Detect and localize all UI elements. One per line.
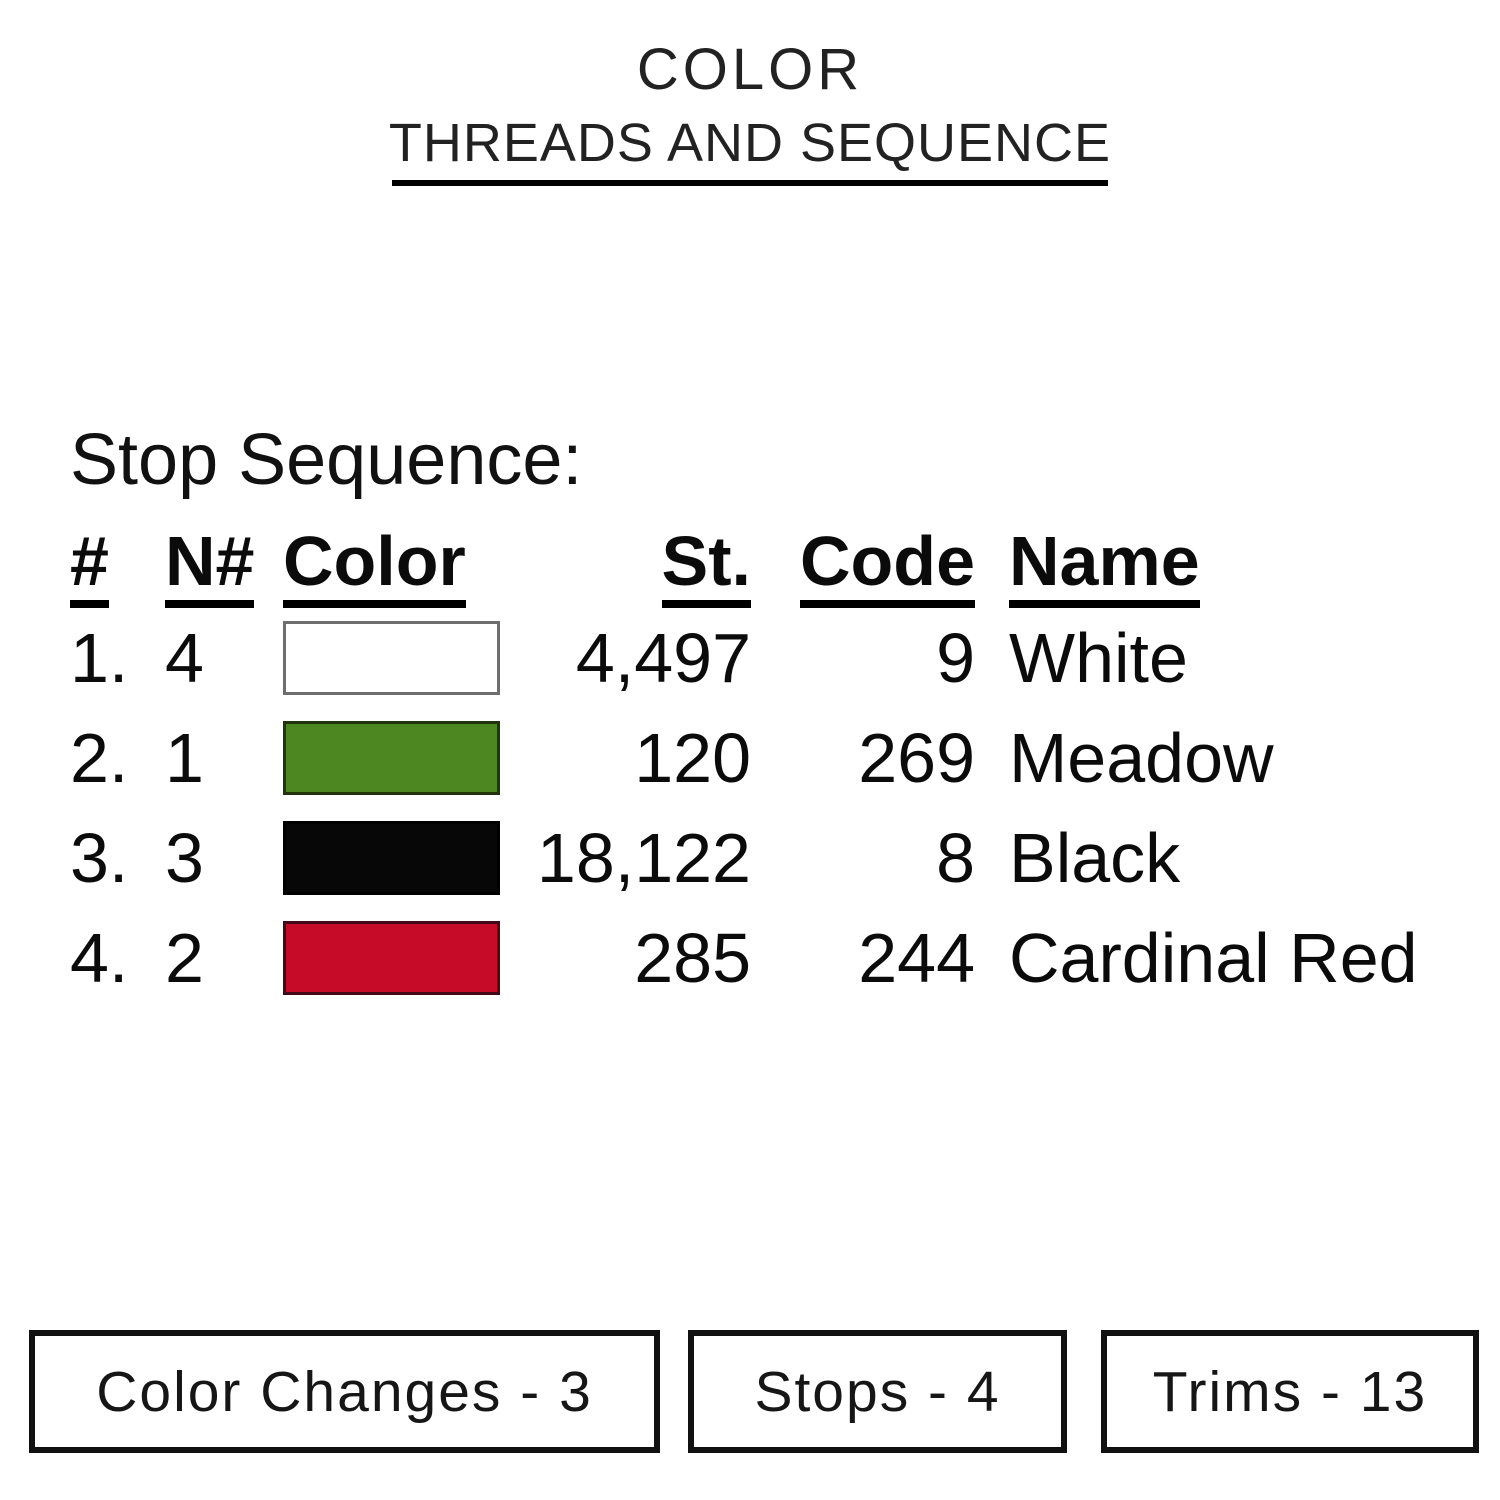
stitch-count: 120 [634,719,751,797]
row-index: 4. [70,919,129,997]
color-changes-box: Color Changes - 3 [29,1330,660,1453]
table-row: 3. 3 18,122 8 Black [70,808,1470,908]
needle-number: 4 [165,619,204,697]
page-subtitle: THREADS AND SEQUENCE [388,112,1112,173]
row-index: 1. [70,619,129,697]
stitch-count: 4,497 [575,619,751,697]
table-body: 1. 4 4,497 9 White 2. 1 120 269 Meadow [70,608,1470,1008]
thread-sequence-table: # N# Color St. Code Name 1. 4 4,497 9 Wh… [70,526,1470,1008]
needle-number: 1 [165,719,204,797]
col-header-code: Code [751,526,975,608]
stops-label: Stops - 4 [754,1359,1001,1424]
row-index: 2. [70,719,129,797]
swatch-cell [283,721,502,795]
thread-name: Black [1009,819,1181,897]
trims-label: Trims - 13 [1152,1359,1428,1424]
thread-code: 8 [936,819,975,897]
col-header-stitches: St. [502,526,751,608]
thread-code: 244 [858,919,975,997]
col-header-needle: N# [165,526,283,608]
white-color-swatch [283,621,500,695]
stop-sequence-heading: Stop Sequence: [70,420,583,500]
cardinal-red-color-swatch [283,921,500,995]
swatch-cell [283,821,502,895]
needle-number: 3 [165,819,204,897]
thread-code: 9 [936,619,975,697]
sheet-header: COLOR THREADS AND SEQUENCE [0,37,1500,186]
thread-code: 269 [858,719,975,797]
row-index: 3. [70,819,129,897]
table-row: 2. 1 120 269 Meadow [70,708,1470,808]
thread-name: White [1009,619,1188,697]
thread-name: Meadow [1009,719,1274,797]
table-header-row: # N# Color St. Code Name [70,526,1470,608]
col-header-color: Color [283,526,502,608]
trims-box: Trims - 13 [1101,1330,1479,1453]
title-underline-rule [392,179,1108,186]
stitch-count: 285 [634,919,751,997]
table-row: 4. 2 285 244 Cardinal Red [70,908,1470,1008]
swatch-cell [283,921,502,995]
table-row: 1. 4 4,497 9 White [70,608,1470,708]
needle-number: 2 [165,919,204,997]
col-header-name: Name [975,526,1470,608]
col-header-number: # [70,526,165,608]
page-title: COLOR [636,37,864,102]
color-changes-label: Color Changes - 3 [96,1359,593,1424]
meadow-color-swatch [283,721,500,795]
black-color-swatch [283,821,500,895]
swatch-cell [283,621,502,695]
thread-name: Cardinal Red [1009,919,1418,997]
stitch-count: 18,122 [536,819,751,897]
stops-box: Stops - 4 [688,1330,1067,1453]
